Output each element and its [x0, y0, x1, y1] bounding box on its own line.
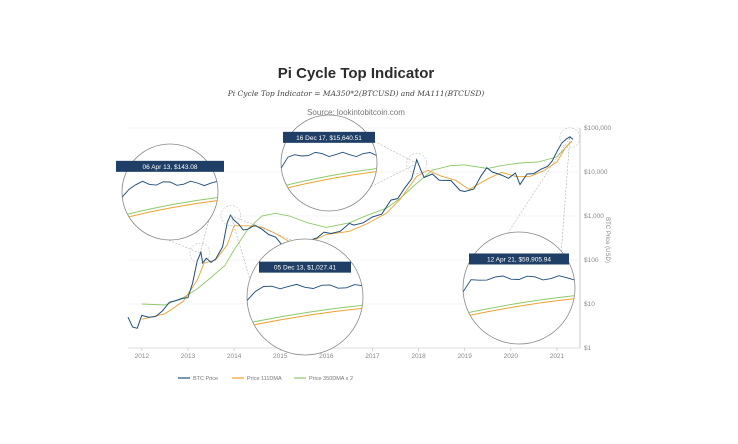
zoom-focus-ring — [220, 205, 242, 226]
zoom-line-price — [247, 283, 363, 301]
zoom-connector — [368, 163, 417, 189]
callout-label-box — [283, 131, 375, 143]
series-line-price-111dma — [141, 140, 573, 320]
zoom-focus-ring — [406, 153, 427, 174]
legend: BTC Price Price 111DMA Price 350DMA x 2 — [178, 376, 353, 382]
zoom-connector — [506, 137, 571, 235]
zoom-circle — [246, 238, 364, 356]
x-tick-label: 2017 — [365, 353, 380, 360]
chart-source: Source: lookintobitcoin.com — [307, 108, 405, 117]
zoom-line-price — [122, 180, 218, 198]
callout-label: 16 Dec 17, $15,640.51 — [296, 135, 362, 142]
y-tick-label: $1 — [584, 345, 592, 352]
zoom-connector — [230, 215, 251, 282]
chart-subtitle: Pi Cycle Top Indicator = MA350*2(BTCUSD)… — [227, 89, 485, 98]
zoom-callouts: 06 Apr 13, $143.08 05 Dec 13, $1,027.41 16… — [116, 114, 581, 356]
y-axis-label: BTC Price (USD) — [604, 217, 610, 263]
zoom-circle — [121, 143, 219, 241]
x-tick-label: 2013 — [181, 353, 196, 360]
zoom-content — [281, 151, 377, 190]
zoom-connector — [369, 138, 417, 164]
y-tick-label: $10,000 — [584, 169, 608, 176]
legend-entry: Price 111DMA — [247, 376, 282, 382]
callout-label: 12 Apr 21, $59,905.94 — [487, 256, 551, 263]
chart-title: Pi Cycle Top Indicator — [278, 65, 435, 82]
zoom-line-111dma — [281, 170, 377, 190]
zoom-connector — [560, 137, 571, 253]
zoom-focus-ring — [189, 242, 211, 264]
zoom-line-350dma — [247, 304, 363, 324]
zoom-connector — [199, 217, 210, 254]
zoom-line-111dma — [122, 199, 218, 219]
callout-label-box — [116, 160, 224, 172]
x-tick-label: 2019 — [457, 353, 472, 360]
x-tick-label: 2020 — [504, 353, 519, 360]
zoom-circle — [462, 231, 576, 345]
y-tick-label: $100 — [584, 257, 599, 264]
series-line-price-350dma-x-2 — [141, 140, 573, 306]
zoom-content — [247, 283, 363, 327]
x-tick-label: 2021 — [550, 353, 565, 360]
callout-label: 05 Dec 13, $1,027.41 — [274, 265, 337, 272]
x-tick-label: 2015 — [273, 353, 288, 360]
callout-label-box — [259, 261, 351, 273]
y-tick-label: $1,000 — [584, 213, 604, 220]
zoom-circle — [280, 114, 378, 212]
x-tick-label: 2016 — [319, 353, 334, 360]
x-tick-label: 2018 — [411, 353, 426, 360]
series-line-btc-price — [127, 136, 574, 329]
zoom-line-111dma — [463, 298, 575, 318]
zoom-content — [463, 275, 575, 318]
zoom-content — [122, 180, 218, 219]
y-axis-ticks: $1 $10 $100 $1,000 $10,000 $100,000 — [584, 125, 611, 352]
callout-label: 06 Apr 13, $143.08 — [143, 164, 198, 171]
zoom-line-350dma — [122, 196, 218, 216]
zoom-connector — [230, 215, 295, 242]
zoom-line-price — [281, 151, 377, 169]
zoom-connector — [165, 238, 201, 254]
x-tick-label: 2014 — [227, 353, 242, 360]
zoom-focus-ring — [559, 127, 581, 149]
zoom-line-350dma — [281, 167, 377, 187]
x-tick-label: 2012 — [135, 353, 150, 360]
y-tick-label: $10 — [584, 301, 595, 308]
x-axis-ticks: 2012 2013 2014 2015 2016 2017 2018 2019 2020 2021 — [135, 348, 565, 360]
callout-label-box — [469, 253, 569, 265]
zoom-line-350dma — [463, 295, 575, 315]
zoom-line-price — [463, 275, 575, 293]
zoom-line-111dma — [247, 307, 363, 327]
legend-entry: BTC Price — [193, 376, 218, 382]
series-layer — [127, 136, 574, 329]
y-tick-label: $100,000 — [584, 125, 611, 132]
legend-entry: Price 350DMA x 2 — [309, 376, 353, 382]
